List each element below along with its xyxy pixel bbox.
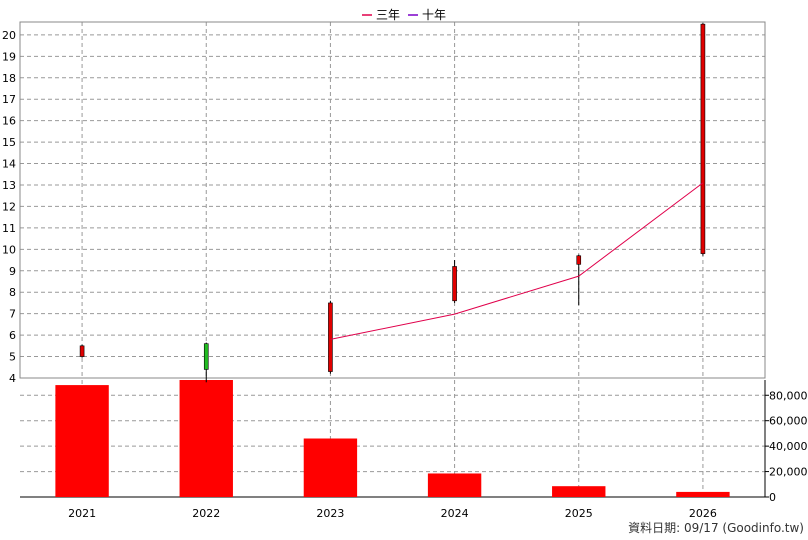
candle-body [203,343,209,370]
price-tick-label: 12 [2,200,16,213]
price-tick-label: 16 [2,115,16,128]
x-tick-label: 2026 [689,507,717,520]
price-tick-label: 15 [2,136,16,149]
candlesticks [79,23,706,383]
price-tick-label: 17 [2,93,16,106]
candle-body [700,23,706,254]
price-tick-label: 18 [2,72,16,85]
price-tick-label: 6 [9,329,16,342]
price-tick-label: 11 [2,222,16,235]
volume-bar [303,438,358,497]
x-tick-label: 2024 [441,507,469,520]
legend: 三年 十年 [362,8,446,22]
source-label: 資料日期: 09/17 (Goodinfo.tw) [628,521,804,535]
x-tick-label: 2023 [316,507,344,520]
legend-label: 十年 [422,8,446,22]
x-tick-label: 2022 [192,507,220,520]
volume-tick-label: 40,000 [769,440,808,453]
price-tick-label: 19 [2,50,16,63]
price-tick-label: 14 [2,158,16,171]
tick-labels: 4 5 6 7 8 9 10 11 12 13 14 15 16 17 18 19 20 0 20,000 40,00… [2,29,808,520]
price-tick-label: 8 [9,286,16,299]
volume-tick-label: 0 [769,491,776,504]
volume-bar [552,486,606,497]
volume-tick-label: 80,000 [769,389,808,402]
candle-body [328,302,333,372]
price-tick-label: 7 [9,308,16,321]
volume-bar [427,473,482,497]
price-panel-frame [19,21,766,379]
price-tick-label: 13 [2,179,16,192]
price-tick-label: 5 [9,351,16,364]
volume-bars [55,380,730,497]
series-lines [330,182,704,340]
series-line [330,182,704,340]
volume-bar [55,385,109,497]
volume-bar [676,491,730,497]
x-tick-label: 2021 [68,507,96,520]
price-tick-label: 20 [2,29,16,42]
price-tick-label: 4 [9,372,16,385]
volume-bar [179,380,233,497]
candle-body [576,255,582,265]
candle-body [452,266,457,302]
legend-label: 三年 [376,8,400,22]
price-tick-label: 10 [2,243,16,256]
x-tick-label: 2025 [565,507,593,520]
axis-layer [19,21,769,498]
candle-body [79,345,85,357]
volume-tick-label: 20,000 [769,466,808,479]
volume-tick-label: 60,000 [769,415,808,428]
price-tick-label: 9 [9,265,16,278]
